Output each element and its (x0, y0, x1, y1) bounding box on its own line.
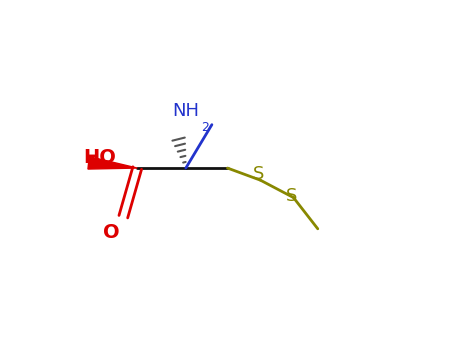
Text: 2: 2 (202, 121, 209, 134)
Text: NH: NH (173, 102, 200, 120)
Text: HO: HO (83, 148, 116, 167)
Text: S: S (253, 165, 264, 183)
Text: S: S (286, 187, 298, 205)
Polygon shape (88, 157, 137, 169)
Text: O: O (103, 223, 120, 242)
